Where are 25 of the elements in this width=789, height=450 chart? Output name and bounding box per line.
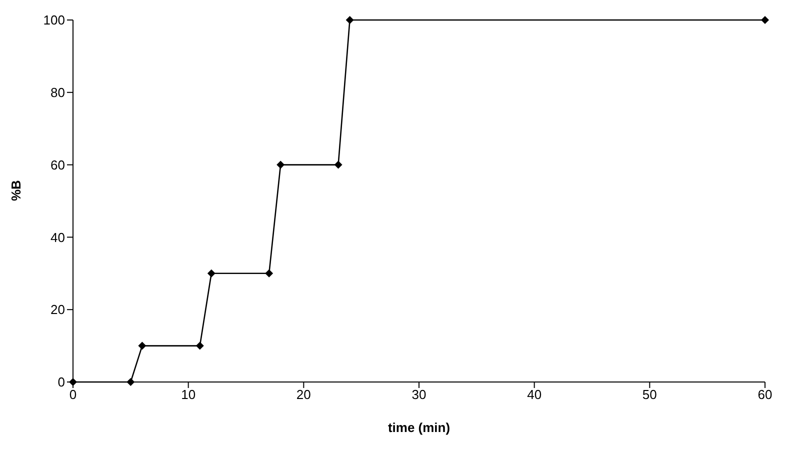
point bbox=[69, 378, 77, 386]
y-tick-label: 20 bbox=[50, 302, 65, 318]
x-tick-label: 20 bbox=[296, 387, 311, 402]
x-tick-label: 0 bbox=[69, 387, 77, 402]
y-axis-title: %B bbox=[8, 180, 24, 201]
point bbox=[138, 342, 146, 350]
point bbox=[334, 160, 342, 169]
point bbox=[126, 378, 135, 386]
y-tick-label: 80 bbox=[50, 85, 65, 100]
y-tick-label: 0 bbox=[58, 374, 65, 390]
point bbox=[346, 16, 354, 24]
point bbox=[265, 269, 274, 278]
point bbox=[207, 269, 216, 278]
x-tick-label: 10 bbox=[181, 387, 196, 402]
point bbox=[276, 160, 285, 169]
y-tick-label: 40 bbox=[50, 230, 65, 245]
x-tick-label: 50 bbox=[642, 387, 657, 402]
point bbox=[196, 342, 204, 350]
x-axis-title: time (min) bbox=[388, 420, 450, 435]
x-tick-label: 30 bbox=[412, 387, 426, 402]
x-tick-label: 60 bbox=[758, 387, 772, 402]
y-tick-label: 100 bbox=[43, 12, 65, 28]
point bbox=[761, 16, 769, 24]
y-tick-label: 60 bbox=[50, 157, 65, 172]
x-tick-label: 40 bbox=[527, 387, 542, 402]
